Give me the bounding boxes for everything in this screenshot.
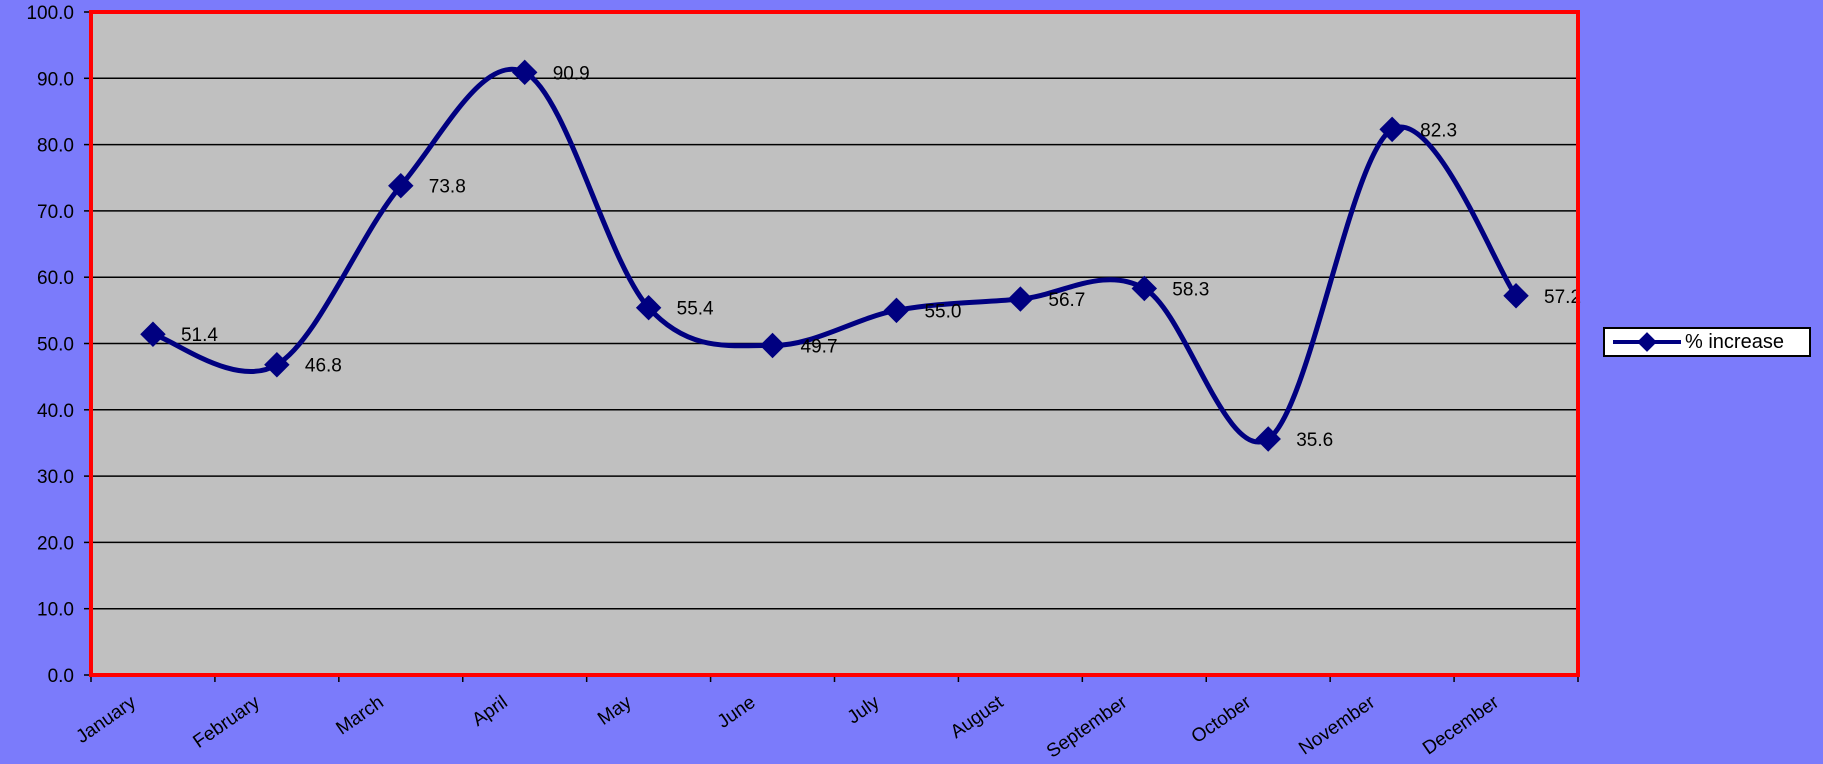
x-tick-label: July <box>844 692 884 729</box>
data-point-marker <box>635 294 662 321</box>
y-tick-label: 20.0 <box>37 533 74 554</box>
x-axis: January February March April May June July Augu… <box>72 674 1580 763</box>
x-tick-label: August <box>947 691 1008 743</box>
y-tick-label: 40.0 <box>37 401 74 422</box>
data-point-marker <box>511 59 538 86</box>
data-label: 46.8 <box>305 356 342 377</box>
x-tick-label: January <box>72 692 140 748</box>
data-label: 56.7 <box>1048 290 1085 311</box>
y-tick-label: 60.0 <box>37 268 74 289</box>
data-labels: 51.4 46.8 73.8 90.9 55.4 49.7 55.0 56.7 58.3 35.6… <box>181 63 1581 451</box>
x-tick-label: April <box>468 692 511 731</box>
y-axis: 0.0 10.0 20.0 30.0 40.0 50.0 60.0 70.0 80.0 90.0 1… <box>26 3 91 687</box>
y-tick-label: 30.0 <box>37 467 74 488</box>
data-point-marker <box>883 297 910 324</box>
data-label: 73.8 <box>429 177 466 198</box>
data-label: 51.4 <box>181 325 218 346</box>
x-tick-label: October <box>1188 692 1256 748</box>
y-tick-label: 10.0 <box>37 600 74 621</box>
data-label: 58.3 <box>1172 279 1209 300</box>
data-label: 57.2 <box>1544 287 1581 308</box>
gridlines <box>91 77 1578 610</box>
y-tick-label: 90.0 <box>37 69 74 90</box>
legend: % increase <box>1603 327 1811 357</box>
x-tick-label: November <box>1295 692 1379 760</box>
y-tick-label: 80.0 <box>37 136 74 157</box>
x-tick-label: May <box>594 692 636 730</box>
y-tick-label: 70.0 <box>37 202 74 223</box>
x-tick-label: September <box>1043 692 1132 763</box>
data-label: 82.3 <box>1420 120 1457 141</box>
data-label: 35.6 <box>1296 430 1333 451</box>
data-label: 55.0 <box>924 301 961 322</box>
x-tick-label: March <box>332 692 387 739</box>
data-point-marker <box>388 172 414 199</box>
data-point-marker <box>759 332 786 359</box>
y-tick-label: 0.0 <box>48 666 74 687</box>
data-point-marker <box>140 321 166 347</box>
x-tick-label: December <box>1419 692 1503 760</box>
series-line-percent-increase <box>150 66 1519 445</box>
data-label: 49.7 <box>801 336 838 357</box>
data-label: 55.4 <box>677 299 714 320</box>
legend-label: % increase <box>1685 330 1784 353</box>
legend-swatch-icon <box>1613 332 1681 352</box>
data-label: 90.9 <box>553 63 590 84</box>
plot-area-border <box>89 10 1580 677</box>
x-tick-label: June <box>714 692 760 733</box>
data-point-marker <box>264 351 290 378</box>
x-tick-label: February <box>189 692 264 753</box>
y-tick-label: 50.0 <box>37 335 74 356</box>
y-tick-label: 100.0 <box>26 3 74 24</box>
